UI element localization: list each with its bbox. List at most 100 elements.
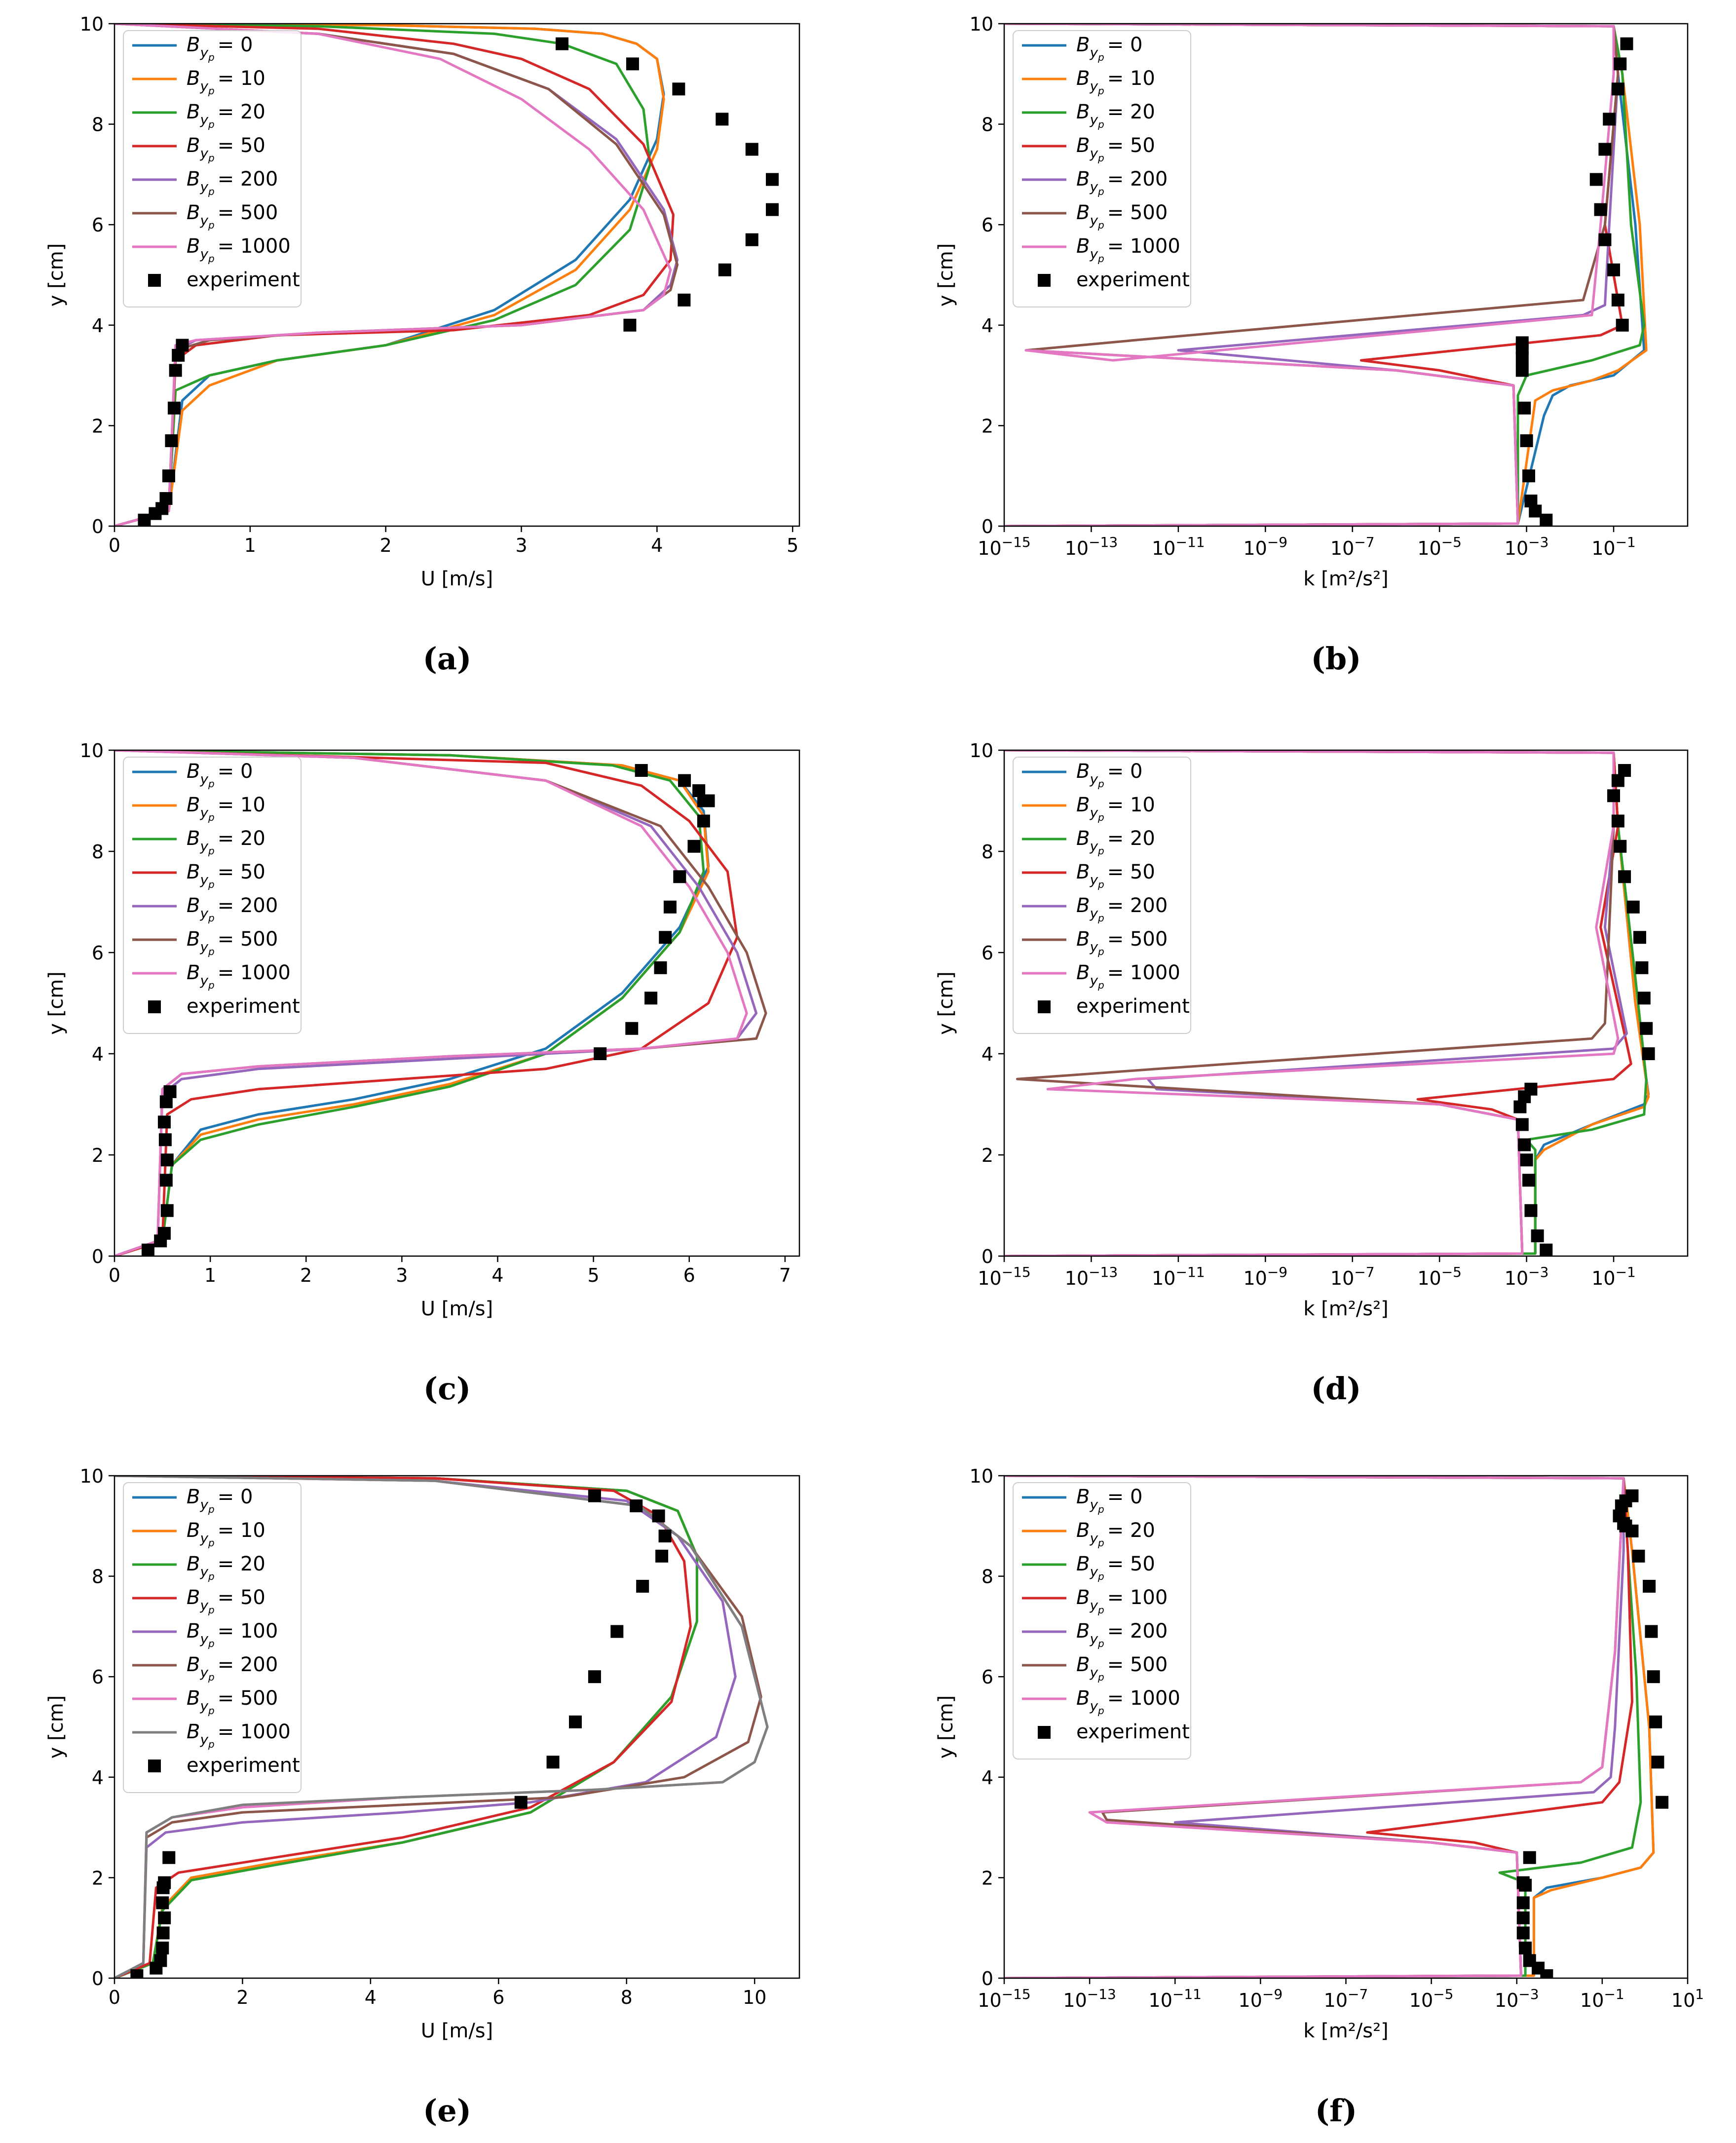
x-tick-label: 6 (683, 1264, 695, 1286)
legend-symbol: B (187, 134, 200, 157)
legend-subscript: y (1089, 1698, 1098, 1714)
legend-experiment-label: experiment (1076, 1721, 1190, 1743)
experiment-marker (156, 1896, 169, 1910)
legend-symbol: B (1076, 67, 1090, 90)
legend-value: = 100 (218, 1620, 278, 1643)
legend-label: Byp= 50 (187, 861, 265, 890)
y-tick-label: 10 (80, 1465, 104, 1487)
legend-label: Byp= 500 (187, 928, 278, 957)
legend-label: Byp= 20 (187, 101, 265, 130)
x-tick-label: 10−5 (1417, 534, 1462, 559)
legend-subscript: y (199, 972, 208, 989)
experiment-marker (1524, 1204, 1538, 1217)
legend-label: Byp= 1000 (1076, 961, 1180, 991)
series-line-5 (114, 1476, 737, 1978)
legend-subscript: y (199, 804, 208, 821)
legend-box (123, 30, 302, 307)
experiment-marker (1524, 495, 1538, 508)
legend-subscript: y (199, 145, 208, 161)
legend-symbol: B (187, 928, 200, 951)
experiment-marker (1647, 1670, 1660, 1684)
y-tick-label: 0 (92, 1246, 104, 1267)
legend-value: = 50 (218, 1586, 265, 1609)
legend-subscript: y (1089, 905, 1098, 921)
y-tick-label: 2 (92, 415, 104, 437)
x-tick-label: 5 (787, 535, 798, 556)
legend-label: Byp= 500 (1076, 1653, 1168, 1683)
experiment-marker (1640, 1022, 1653, 1035)
y-tick-label: 2 (981, 1145, 993, 1166)
x-tick-label: 10−15 (978, 534, 1030, 559)
experiment-marker (1656, 1796, 1669, 1809)
legend-symbol: B (187, 794, 200, 816)
legend-label: Byp= 200 (187, 894, 278, 924)
x-tick-label: 10−5 (1417, 1264, 1462, 1289)
experiment-marker (169, 364, 182, 377)
x-tick-label: 4 (651, 535, 663, 556)
experiment-marker (658, 1530, 672, 1543)
y-tick-label: 4 (981, 315, 993, 337)
legend-value: = 10 (218, 1519, 265, 1542)
legend-value: = 500 (218, 928, 278, 951)
legend-subscript: y (199, 1496, 208, 1513)
experiment-marker (1518, 401, 1531, 415)
legend-subsubscript: p (1097, 811, 1104, 823)
legend-value: = 50 (1107, 861, 1155, 883)
experiment-marker (635, 764, 648, 777)
experiment-marker (654, 961, 667, 974)
legend-subscript: y (199, 771, 208, 787)
series-line-2 (114, 24, 665, 526)
legend-label: Byp= 10 (187, 67, 265, 97)
legend-value: = 0 (218, 34, 253, 56)
x-tick-exponent: −1 (1616, 1264, 1636, 1280)
legend-label: Byp= 200 (1076, 168, 1168, 197)
experiment-marker (514, 1796, 528, 1809)
x-tick-label: 10−3 (1505, 534, 1549, 559)
experiment-marker (162, 1851, 176, 1864)
legend-label: Byp= 50 (1076, 1553, 1155, 1582)
legend-symbol: B (187, 861, 200, 883)
legend-subsubscript: p (1097, 1638, 1104, 1649)
y-axis-label: y [cm] (935, 1695, 957, 1759)
legend-subsubscript: p (1097, 118, 1104, 130)
experiment-marker (158, 1133, 172, 1147)
legend-subscript: y (199, 1664, 208, 1681)
experiment-marker (1524, 1082, 1538, 1096)
experiment-marker (1616, 318, 1629, 332)
x-tick-label: 2 (300, 1264, 312, 1286)
x-tick-exponent: −1 (1616, 534, 1636, 550)
y-tick-label: 6 (92, 942, 104, 964)
x-tick-label: 10−13 (1063, 1986, 1116, 2011)
x-tick-label: 10−1 (1591, 534, 1636, 559)
legend-value: = 20 (1107, 1519, 1155, 1542)
experiment-marker (644, 992, 658, 1005)
x-tick-label: 10−15 (978, 1264, 1030, 1289)
series-line-7 (1004, 1476, 1625, 1978)
experiment-marker (1523, 1851, 1536, 1864)
experiment-marker (1632, 1549, 1645, 1563)
legend-symbol: B (1076, 101, 1090, 123)
legend-label: Byp= 10 (1076, 67, 1155, 97)
legend-subscript: y (199, 1564, 208, 1580)
legend-symbol: B (187, 1553, 200, 1575)
legend-label: Byp= 0 (1076, 760, 1142, 790)
experiment-marker (636, 1579, 649, 1593)
legend-subsubscript: p (1097, 152, 1104, 164)
legend-value: = 20 (218, 1553, 265, 1575)
y-tick-label: 6 (981, 942, 993, 964)
legend-subscript: y (1089, 1664, 1098, 1681)
legend-subsubscript: p (208, 1570, 215, 1582)
legend-symbol: B (187, 67, 200, 90)
experiment-marker (158, 1911, 171, 1924)
panel-caption: (f) (1315, 2093, 1357, 2129)
experiment-marker (157, 1115, 171, 1129)
legend-experiment-label: experiment (187, 1754, 300, 1777)
legend-label: Byp= 50 (187, 134, 265, 164)
x-tick-exponent: −11 (1175, 534, 1205, 550)
experiment-marker (130, 1969, 144, 1978)
legend-symbol: B (187, 168, 200, 191)
legend-experiment-label: experiment (187, 995, 300, 1018)
legend-subsubscript: p (208, 1738, 215, 1750)
